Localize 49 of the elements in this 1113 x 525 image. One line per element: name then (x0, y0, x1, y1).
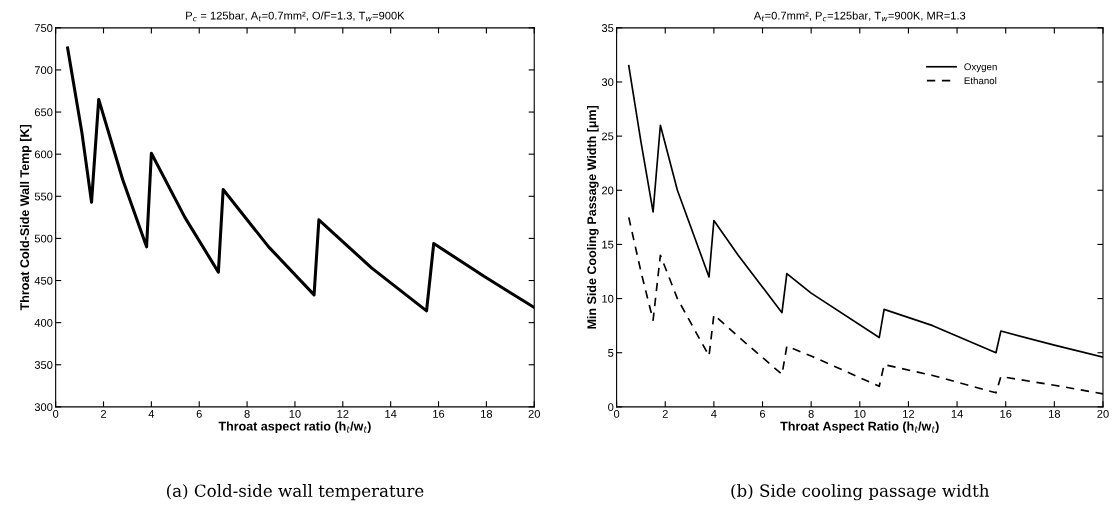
x-tick-label: 16 (1000, 409, 1012, 418)
text: (a) Cold-side wall temperature (166, 484, 424, 501)
y-tick-label: 20 (602, 186, 614, 195)
y-tick-label: 500 (34, 234, 53, 243)
y-tick-label: 10 (602, 294, 614, 303)
x-tick-label: 20 (1097, 409, 1109, 418)
x-tick-label: 4 (711, 410, 717, 418)
y-tick-label: 650 (34, 108, 53, 117)
y-tick-label: 300 (34, 403, 53, 412)
y-tick-label: 350 (34, 361, 53, 369)
legend-label: Ethanol (964, 77, 997, 85)
x-tick-label: 10 (289, 409, 301, 418)
x-tick-label: 2 (662, 409, 668, 418)
x-tick-label: 8 (244, 409, 250, 418)
y-tick-label: 400 (34, 318, 53, 327)
y-tick-label: 750 (34, 24, 53, 32)
x-tick-label: 10 (854, 409, 866, 418)
y-tick-label: 25 (602, 132, 614, 141)
y-axis-title: Throat Cold-Side Wall Temp [K] (19, 125, 32, 311)
x-axis-title: Throat Aspect Ratio (h$_{t}$/w$_{t}$) (780, 421, 939, 434)
y-tick-label: 450 (34, 276, 53, 285)
y-tick-label: 30 (601, 78, 614, 87)
chart-title: P$_{c}$ = 125bar, A$_{t}$=0.7mm², O/F=1.3, T$_{w}$=900K (186, 11, 405, 22)
x-tick-label: 8 (808, 409, 814, 418)
y-tick-label: 0 (608, 403, 614, 412)
x-tick-label: 18 (1049, 409, 1061, 418)
x-tick-label: 6 (196, 409, 202, 418)
y-tick-label: 550 (34, 192, 53, 201)
x-tick-label: 2 (100, 409, 107, 418)
x-tick-label: 6 (759, 409, 766, 418)
y-tick-label: 700 (34, 66, 53, 75)
chart-title: A$_{t}$=0.7mm², P$_{c}$=125bar, T$_{w}$=900K, MR=1.3 (753, 11, 966, 22)
x-tick-label: 20 (528, 409, 540, 418)
x-axis-title: Throat aspect ratio (h$_{t}$/w$_{t}$) (218, 421, 371, 434)
y-tick-label: 5 (608, 349, 614, 357)
x-tick-label: 0 (52, 409, 59, 418)
x-tick-label: 14 (385, 410, 397, 418)
x-tick-label: 12 (903, 409, 915, 418)
y-tick-label: 600 (34, 150, 53, 159)
y-tick-label: 15 (602, 240, 614, 249)
x-tick-label: 12 (337, 409, 349, 418)
text: (b) Side cooling passage width (731, 483, 990, 501)
x-tick-label: 4 (148, 410, 155, 418)
x-tick-label: 18 (481, 409, 493, 418)
y-axis-title: Min Side Cooling Passage Width [μm] (586, 105, 599, 329)
x-tick-label: 14 (951, 410, 963, 418)
x-tick-label: 16 (433, 409, 445, 418)
y-tick-label: 35 (601, 24, 614, 32)
legend-label: Oxygen (964, 63, 997, 73)
